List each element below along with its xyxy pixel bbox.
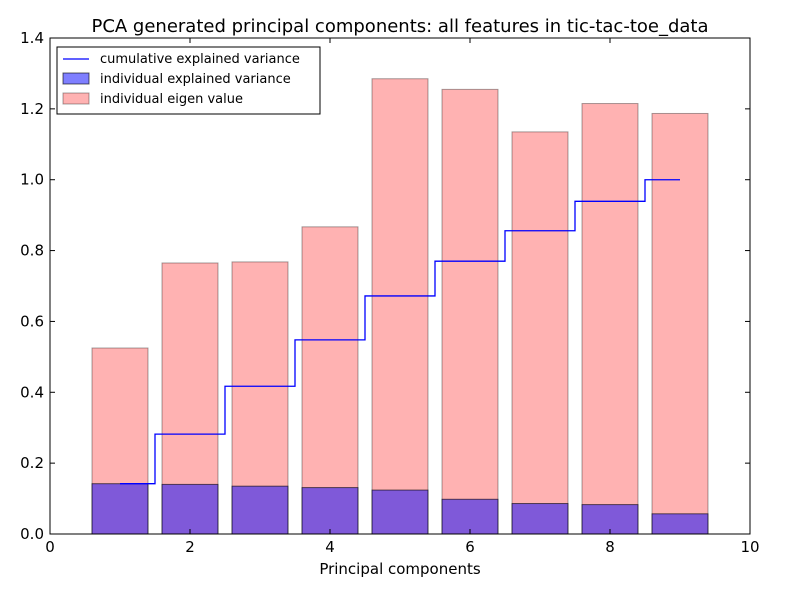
legend-entry-label: individual eigen value <box>100 92 243 107</box>
explained-variance-bar <box>231 485 289 535</box>
eigen-value-bar <box>301 226 359 535</box>
legend-patch-swatch <box>62 92 90 105</box>
x-axis-label: Principal components <box>319 560 481 578</box>
y-tick-label: 0.4 <box>20 383 44 401</box>
x-tick-label: 2 <box>185 538 195 556</box>
explained-variance-bar <box>371 489 429 535</box>
chart-title: PCA generated principal components: all … <box>91 16 708 37</box>
explained-variance-bar <box>511 503 569 535</box>
legend-entry-label: individual explained variance <box>100 72 291 87</box>
x-tick-label: 4 <box>325 538 335 556</box>
legend-box <box>56 46 321 115</box>
y-tick-label: 1.0 <box>20 171 44 189</box>
cumulative-variance-step <box>120 179 680 485</box>
eigen-value-bar <box>371 78 429 535</box>
eigen-value-bar <box>441 88 499 535</box>
plot-frame <box>49 37 751 535</box>
explained-variance-bar <box>91 483 149 535</box>
y-tick-label: 0.0 <box>20 525 44 543</box>
y-tick-label: 0.6 <box>20 312 44 330</box>
x-tick-label: 8 <box>605 538 615 556</box>
axis-ticks: 0 2 4 6 8 10 0.0 0.2 0.4 0.6 0.8 1.0 1.2 1.4 <box>20 29 759 556</box>
eigen-value-bar <box>511 131 569 535</box>
legend-patch-swatch <box>62 72 90 85</box>
explained-variance-bar <box>651 513 709 535</box>
y-tick-label: 0.8 <box>20 242 44 260</box>
explained-variance-bar <box>441 498 499 535</box>
cumulative-variance-line <box>120 179 680 485</box>
x-tick-label: 10 <box>740 538 759 556</box>
eigen-value-bar <box>651 112 709 535</box>
y-tick-label: 1.4 <box>20 29 44 47</box>
x-tick-label: 0 <box>45 538 55 556</box>
x-tick-label: 6 <box>465 538 475 556</box>
explained-variance-bars <box>91 483 709 535</box>
y-tick-label: 0.2 <box>20 454 44 472</box>
legend: cumulative explained variance individual … <box>56 46 321 115</box>
eigen-value-bar <box>581 103 639 535</box>
eigen-value-bars <box>91 78 709 535</box>
legend-entry-label: cumulative explained variance <box>100 52 300 67</box>
y-tick-label: 1.2 <box>20 100 44 118</box>
explained-variance-bar <box>301 487 359 535</box>
explained-variance-bar <box>161 483 219 535</box>
